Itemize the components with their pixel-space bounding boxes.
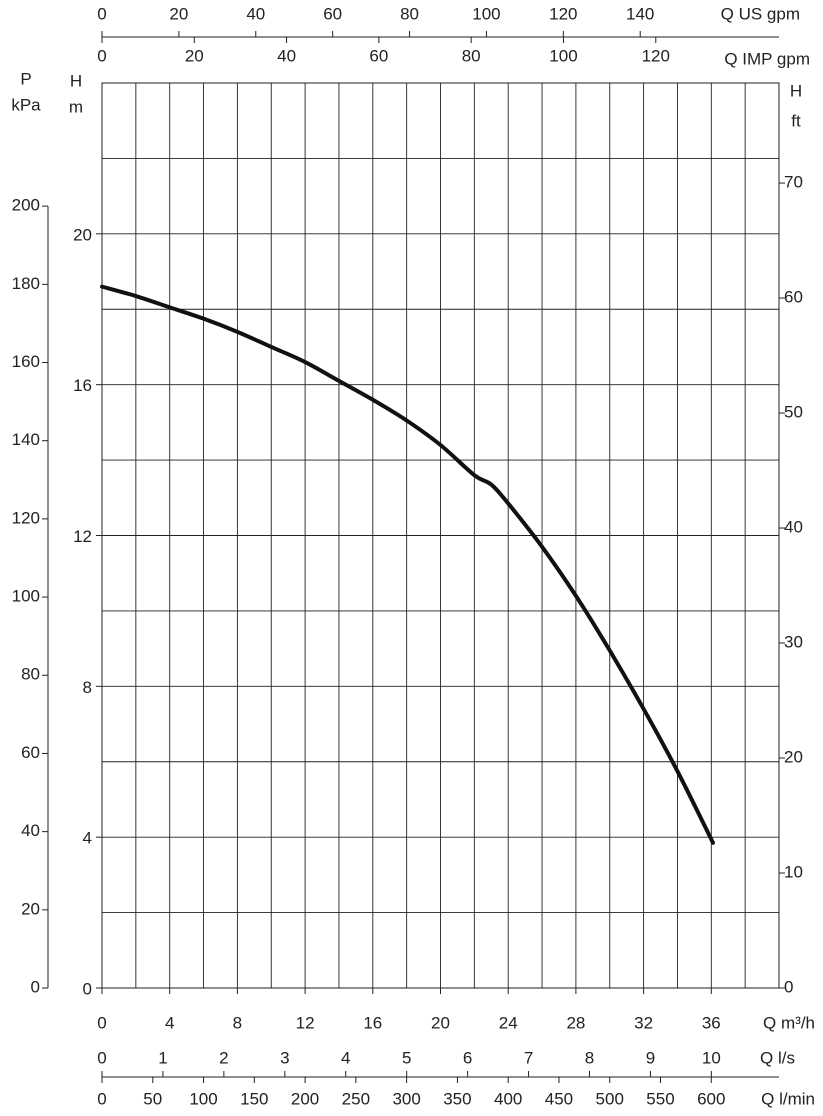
- ft-tick-label: 0: [784, 977, 793, 996]
- x-tick-label: 4: [165, 1013, 174, 1032]
- p-tick-label: 200: [12, 196, 40, 215]
- us_gpm_axis-tick-label: 80: [400, 4, 419, 23]
- ls_axis-tick-label: 7: [524, 1048, 533, 1067]
- x-tick-label: 0: [97, 1013, 106, 1032]
- imp_gpm_axis-tick-label: 120: [642, 46, 670, 65]
- x-tick-label: 16: [363, 1013, 382, 1032]
- p-tick-label: 180: [12, 274, 40, 293]
- x-tick-label: 28: [566, 1013, 585, 1032]
- x-tick-label: 8: [233, 1013, 242, 1032]
- ft-axis-label: ft: [791, 111, 801, 130]
- lmin_axis-tick-label: 400: [494, 1089, 522, 1108]
- lmin_axis-tick-label: 0: [97, 1089, 106, 1108]
- imp_gpm_axis-tick-label: 0: [97, 46, 106, 65]
- y-axis-label: H: [70, 71, 82, 90]
- ft-tick-label: 10: [784, 862, 803, 881]
- ls_axis-tick-label: 8: [585, 1048, 594, 1067]
- imp_gpm_axis-tick-label: 60: [369, 46, 388, 65]
- p-axis-label: P: [20, 69, 31, 88]
- ft-tick-label: 70: [784, 173, 803, 192]
- lmin_axis-tick-label: 150: [240, 1089, 268, 1108]
- ft-tick-label: 40: [784, 518, 803, 537]
- ls_axis-tick-label: 1: [158, 1048, 167, 1067]
- p-tick-label: 0: [31, 977, 40, 996]
- lmin_axis-tick-label: 50: [143, 1089, 162, 1108]
- y-tick-label: 16: [73, 376, 92, 395]
- ls_axis-label: Q l/s: [760, 1048, 795, 1067]
- p-tick-label: 100: [12, 587, 40, 606]
- us_gpm_axis-tick-label: 0: [97, 4, 106, 23]
- ft-tick-label: 20: [784, 747, 803, 766]
- lmin_axis-tick-label: 500: [596, 1089, 624, 1108]
- us_gpm_axis-tick-label: 60: [323, 4, 342, 23]
- ft-tick-label: 50: [784, 403, 803, 422]
- imp_gpm_axis-tick-label: 20: [185, 46, 204, 65]
- ls_axis-tick-label: 2: [219, 1048, 228, 1067]
- lmin_axis-tick-label: 450: [545, 1089, 573, 1108]
- lmin_axis-label: Q l/min: [761, 1089, 815, 1108]
- us_gpm_axis-label: Q US gpm: [721, 4, 800, 23]
- lmin_axis-tick-label: 550: [646, 1089, 674, 1108]
- ls_axis-tick-label: 9: [646, 1048, 655, 1067]
- x-tick-label: 32: [634, 1013, 653, 1032]
- p-tick-label: 140: [12, 430, 40, 449]
- p-tick-label: 60: [21, 743, 40, 762]
- ls_axis-tick-label: 6: [463, 1048, 472, 1067]
- y-tick-label: 4: [83, 829, 92, 848]
- y-tick-label: 20: [73, 225, 92, 244]
- p-tick-label: 160: [12, 352, 40, 371]
- lmin_axis-tick-label: 600: [697, 1089, 725, 1108]
- x-tick-label: 12: [296, 1013, 315, 1032]
- us_gpm_axis-tick-label: 120: [549, 4, 577, 23]
- ls_axis-tick-label: 4: [341, 1048, 350, 1067]
- p-tick-label: 80: [21, 665, 40, 684]
- imp_gpm_axis-tick-label: 40: [277, 46, 296, 65]
- lmin_axis-tick-label: 300: [392, 1089, 420, 1108]
- us_gpm_axis-tick-label: 100: [472, 4, 500, 23]
- p-tick-label: 20: [21, 899, 40, 918]
- y-tick-label: 0: [83, 979, 92, 998]
- lmin_axis-tick-label: 350: [443, 1089, 471, 1108]
- x-tick-label: 36: [702, 1013, 721, 1032]
- ft-tick-label: 60: [784, 288, 803, 307]
- us_gpm_axis-tick-label: 20: [169, 4, 188, 23]
- y-tick-label: 8: [83, 678, 92, 697]
- x-tick-label: 20: [431, 1013, 450, 1032]
- lmin_axis-tick-label: 250: [342, 1089, 370, 1108]
- lmin_axis-tick-label: 100: [189, 1089, 217, 1108]
- pump-curve: [100, 284, 715, 845]
- lmin_axis-tick-label: 200: [291, 1089, 319, 1108]
- ls_axis-tick-label: 5: [402, 1048, 411, 1067]
- p-tick-label: 120: [12, 508, 40, 527]
- imp_gpm_axis-tick-label: 100: [549, 46, 577, 65]
- p-axis-label: kPa: [11, 95, 41, 114]
- p-tick-label: 40: [21, 821, 40, 840]
- ft-tick-label: 30: [784, 633, 803, 652]
- x-axis-label: Q m³/h: [763, 1013, 815, 1032]
- ls_axis-tick-label: 10: [702, 1048, 721, 1067]
- x-tick-label: 24: [499, 1013, 518, 1032]
- imp_gpm_axis-tick-label: 80: [462, 46, 481, 65]
- y-tick-label: 12: [73, 527, 92, 546]
- plot-frame: [101, 82, 780, 989]
- imp_gpm_axis-label: Q IMP gpm: [724, 49, 810, 68]
- y-axis-label: m: [69, 97, 83, 116]
- us_gpm_axis-tick-label: 140: [626, 4, 654, 23]
- us_gpm_axis-tick-label: 40: [246, 4, 265, 23]
- ft-axis-label: H: [790, 81, 802, 100]
- ls_axis-tick-label: 0: [97, 1048, 106, 1067]
- ls_axis-tick-label: 3: [280, 1048, 289, 1067]
